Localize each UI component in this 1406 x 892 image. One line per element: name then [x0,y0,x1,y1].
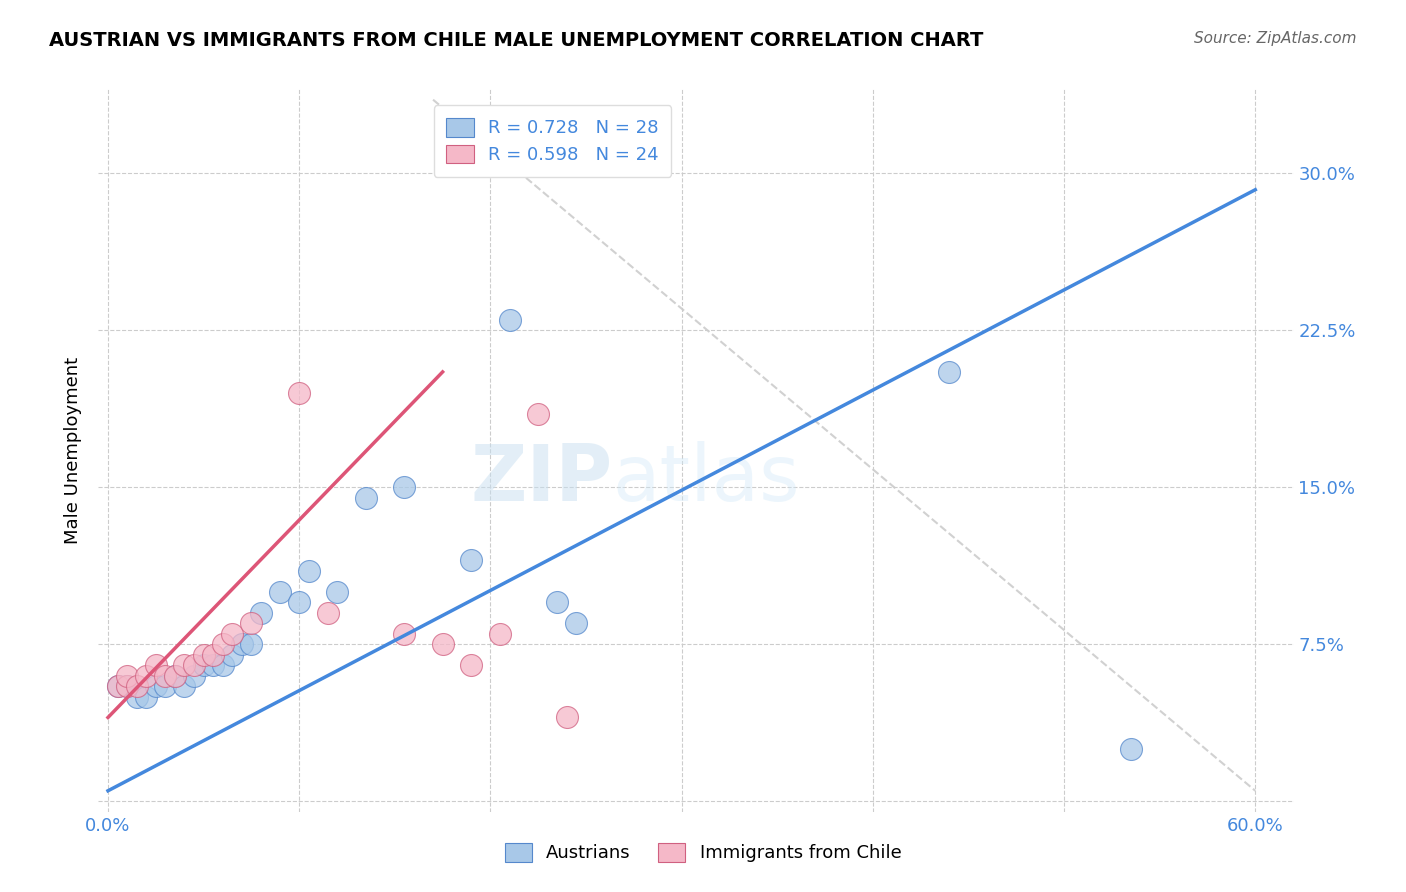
Point [211,658,233,673]
Point [163,668,186,682]
Point [221,648,243,662]
Point [155,679,177,693]
Point [173,658,195,673]
Point [240,616,263,631]
Point [326,584,349,599]
Point [183,668,205,682]
Point [298,564,321,578]
Point [394,480,416,494]
Point [193,648,215,662]
Point [555,710,578,724]
Point [221,626,243,640]
Point [115,668,138,682]
Point [211,637,233,651]
Point [489,626,512,640]
Text: AUSTRIAN VS IMMIGRANTS FROM CHILE MALE UNEMPLOYMENT CORRELATION CHART: AUSTRIAN VS IMMIGRANTS FROM CHILE MALE U… [49,31,984,50]
Point [193,658,215,673]
Point [163,668,186,682]
Text: Source: ZipAtlas.com: Source: ZipAtlas.com [1194,31,1357,46]
Point [250,606,273,620]
Point [135,668,157,682]
Point [135,690,157,704]
Point [202,658,225,673]
Point [938,365,960,379]
Legend: Austrians, Immigrants from Chile: Austrians, Immigrants from Chile [498,836,908,870]
Point [288,385,311,400]
Point [460,553,482,567]
Point [183,658,205,673]
Point [633,124,655,138]
Point [432,637,454,651]
Point [269,584,291,599]
Point [145,679,167,693]
Point [1119,742,1142,756]
Point [202,648,225,662]
Point [316,606,339,620]
Point [288,595,311,609]
Point [498,312,520,326]
Point [145,658,167,673]
Text: atlas: atlas [613,442,800,517]
Point [125,679,148,693]
Point [240,637,263,651]
Point [107,679,129,693]
Point [115,679,138,693]
Point [565,616,588,631]
Legend: R = 0.728   N = 28, R = 0.598   N = 24: R = 0.728 N = 28, R = 0.598 N = 24 [434,105,671,177]
Text: ZIP: ZIP [470,442,613,517]
Point [546,595,568,609]
Point [460,658,482,673]
Point [173,679,195,693]
Point [115,679,138,693]
Y-axis label: Male Unemployment: Male Unemployment [65,357,83,544]
Point [527,407,550,421]
Point [394,626,416,640]
Point [107,679,129,693]
Point [155,668,177,682]
Point [354,491,377,505]
Point [125,690,148,704]
Point [231,637,253,651]
